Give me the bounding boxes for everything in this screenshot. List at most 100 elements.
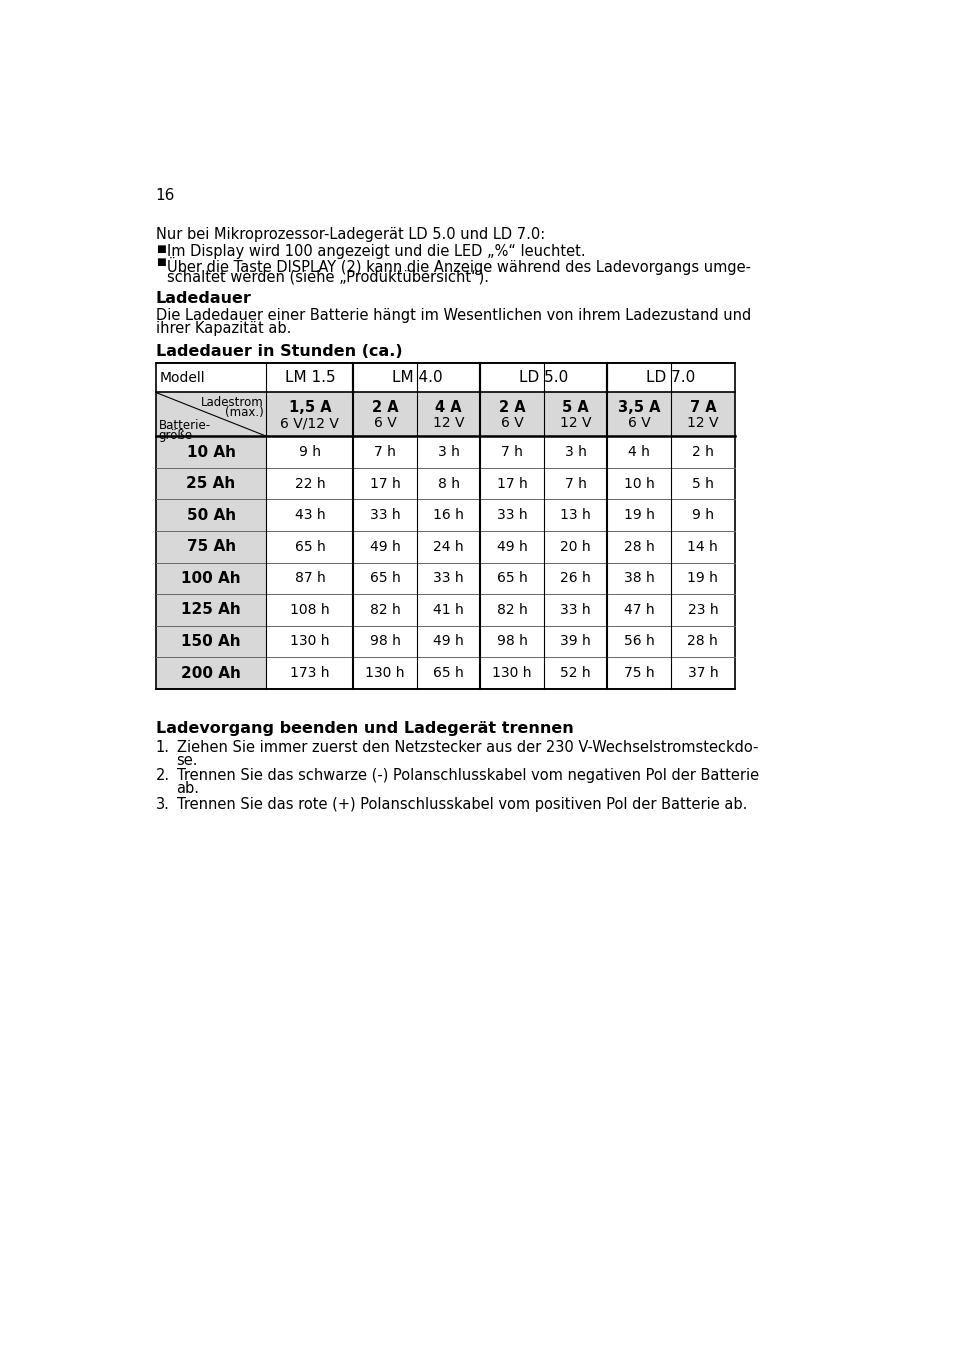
Bar xyxy=(480,562,543,594)
Text: 37 h: 37 h xyxy=(687,666,718,681)
Text: 200 Ah: 200 Ah xyxy=(181,666,241,681)
Bar xyxy=(670,468,734,499)
Text: 25 Ah: 25 Ah xyxy=(186,476,235,491)
Bar xyxy=(416,499,480,531)
Bar xyxy=(607,436,670,468)
Bar xyxy=(353,499,416,531)
Text: 43 h: 43 h xyxy=(294,508,325,522)
Bar xyxy=(607,594,670,625)
Text: Ladedauer in Stunden (ca.): Ladedauer in Stunden (ca.) xyxy=(155,344,402,359)
Bar xyxy=(155,625,266,658)
Text: Die Ladedauer einer Batterie hängt im Wesentlichen von ihrem Ladezustand und: Die Ladedauer einer Batterie hängt im We… xyxy=(155,308,750,323)
Bar xyxy=(416,436,480,468)
Text: 28 h: 28 h xyxy=(623,539,654,554)
Bar xyxy=(480,393,543,436)
Bar xyxy=(155,562,266,594)
Text: 5 A: 5 A xyxy=(561,401,589,416)
Text: 33 h: 33 h xyxy=(559,603,591,617)
Text: 6 V/12 V: 6 V/12 V xyxy=(280,416,339,430)
Bar xyxy=(416,393,480,436)
Text: Batterie-: Batterie- xyxy=(158,420,211,433)
Bar xyxy=(607,625,670,658)
Bar xyxy=(543,499,607,531)
Text: 9 h: 9 h xyxy=(691,508,713,522)
Bar xyxy=(155,363,266,393)
Bar xyxy=(353,468,416,499)
Text: 2 A: 2 A xyxy=(372,401,398,416)
Text: 3 h: 3 h xyxy=(564,445,586,459)
Bar xyxy=(607,531,670,562)
Text: 65 h: 65 h xyxy=(370,572,400,585)
Bar xyxy=(353,658,416,689)
Bar xyxy=(480,531,543,562)
Bar xyxy=(353,363,480,393)
Text: 130 h: 130 h xyxy=(290,635,330,648)
Text: 130 h: 130 h xyxy=(492,666,532,681)
Bar xyxy=(670,499,734,531)
Text: 150 Ah: 150 Ah xyxy=(181,633,241,650)
Text: 82 h: 82 h xyxy=(370,603,400,617)
Text: Ziehen Sie immer zuerst den Netzstecker aus der 230 V-Wechselstromsteckdo-: Ziehen Sie immer zuerst den Netzstecker … xyxy=(176,740,758,755)
Text: 17 h: 17 h xyxy=(370,476,400,491)
Text: 98 h: 98 h xyxy=(369,635,400,648)
Bar xyxy=(155,468,266,499)
Text: Ladestrom: Ladestrom xyxy=(200,397,263,409)
Bar xyxy=(266,468,353,499)
Bar xyxy=(416,625,480,658)
Bar xyxy=(266,594,353,625)
Bar xyxy=(670,625,734,658)
Text: 13 h: 13 h xyxy=(559,508,591,522)
Text: LD 5.0: LD 5.0 xyxy=(518,370,568,385)
Text: Trennen Sie das rote (+) Polanschlusskabel vom positiven Pol der Batterie ab.: Trennen Sie das rote (+) Polanschlusskab… xyxy=(176,796,746,811)
Text: 10 h: 10 h xyxy=(623,476,654,491)
Bar xyxy=(266,562,353,594)
Text: Trennen Sie das schwarze (-) Polanschlusskabel vom negativen Pol der Batterie: Trennen Sie das schwarze (-) Polanschlus… xyxy=(176,768,758,783)
Bar xyxy=(266,499,353,531)
Text: ■: ■ xyxy=(155,257,165,266)
Text: 10 Ah: 10 Ah xyxy=(187,445,235,460)
Text: LM 1.5: LM 1.5 xyxy=(284,370,335,385)
Text: 20 h: 20 h xyxy=(559,539,591,554)
Text: 49 h: 49 h xyxy=(433,635,463,648)
Bar xyxy=(155,594,266,625)
Text: 5 h: 5 h xyxy=(691,476,713,491)
Text: 50 Ah: 50 Ah xyxy=(187,507,235,523)
Bar xyxy=(480,594,543,625)
Bar xyxy=(607,499,670,531)
Bar xyxy=(480,468,543,499)
Text: 125 Ah: 125 Ah xyxy=(181,603,241,617)
Text: ab.: ab. xyxy=(176,781,199,796)
Bar xyxy=(480,436,543,468)
Text: 87 h: 87 h xyxy=(294,572,325,585)
Bar xyxy=(543,393,607,436)
Bar xyxy=(155,531,266,562)
Text: 24 h: 24 h xyxy=(433,539,463,554)
Bar xyxy=(416,468,480,499)
Text: 56 h: 56 h xyxy=(623,635,654,648)
Text: 4 h: 4 h xyxy=(628,445,650,459)
Text: 7 A: 7 A xyxy=(689,401,716,416)
Bar xyxy=(670,531,734,562)
Text: Über die Taste DISPLAY (2) kann die Anzeige während des Ladevorgangs umge-: Über die Taste DISPLAY (2) kann die Anze… xyxy=(167,257,750,274)
Bar xyxy=(155,363,734,689)
Bar xyxy=(155,658,266,689)
Text: 49 h: 49 h xyxy=(497,539,527,554)
Text: 16: 16 xyxy=(155,188,174,203)
Text: 38 h: 38 h xyxy=(623,572,654,585)
Text: 3,5 A: 3,5 A xyxy=(618,401,659,416)
Text: 173 h: 173 h xyxy=(290,666,330,681)
Text: 2 A: 2 A xyxy=(498,401,525,416)
Text: 65 h: 65 h xyxy=(497,572,527,585)
Bar xyxy=(353,531,416,562)
Text: 75 Ah: 75 Ah xyxy=(187,539,235,554)
Text: 108 h: 108 h xyxy=(290,603,330,617)
Bar xyxy=(480,363,607,393)
Bar xyxy=(670,562,734,594)
Text: schaltet werden (siehe „Produktübersicht“).: schaltet werden (siehe „Produktübersicht… xyxy=(167,270,488,285)
Bar xyxy=(266,393,353,436)
Text: 130 h: 130 h xyxy=(365,666,404,681)
Text: 6 V: 6 V xyxy=(374,416,396,430)
Text: 33 h: 33 h xyxy=(497,508,527,522)
Text: 100 Ah: 100 Ah xyxy=(181,570,241,586)
Bar xyxy=(670,658,734,689)
